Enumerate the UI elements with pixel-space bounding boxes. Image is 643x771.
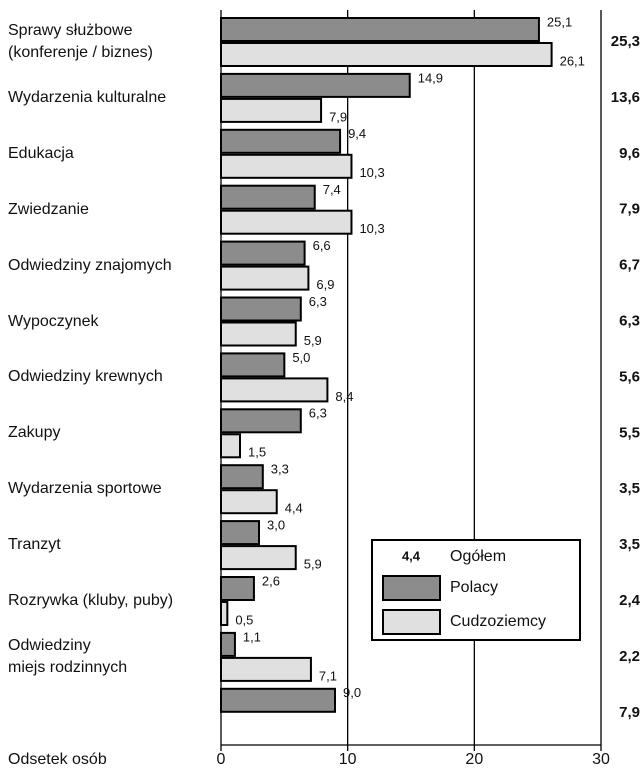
x-tick-label: 0 (217, 751, 226, 768)
bar (220, 489, 278, 515)
bar (220, 520, 260, 546)
value-label: 3,0 (267, 518, 285, 533)
value-label: 7,1 (319, 668, 337, 683)
bar (220, 464, 264, 490)
value-label: 1,5 (248, 445, 266, 460)
bar (220, 153, 353, 179)
bar (220, 240, 306, 266)
x-axis-label: Odsetek osób (8, 751, 107, 768)
total-label: 25,3 (611, 33, 640, 50)
total-label: 2,2 (619, 648, 640, 665)
value-label: 6,3 (309, 406, 327, 421)
value-label: 0,5 (235, 612, 253, 627)
bar (220, 128, 342, 154)
bar (220, 433, 241, 459)
category-label: Zakupy (8, 424, 61, 442)
value-label: 6,6 (313, 238, 331, 253)
bar (220, 545, 297, 571)
bar (220, 72, 411, 98)
bar (220, 377, 329, 403)
value-label: 1,1 (243, 629, 261, 644)
bar (220, 296, 302, 322)
value-label: 26,1 (560, 53, 585, 68)
total-label: 9,6 (619, 145, 640, 162)
legend-swatch (382, 609, 441, 635)
value-label: 10,3 (359, 165, 384, 180)
legend-swatch (382, 575, 441, 601)
value-label: 4,4 (285, 501, 303, 516)
bar (220, 631, 236, 657)
bar (220, 17, 540, 42)
value-label: 2,6 (262, 573, 280, 588)
value-label: 8,4 (335, 389, 353, 404)
legend-sample: 4,4 (402, 548, 421, 563)
bar (220, 601, 229, 626)
value-label: 6,3 (309, 294, 327, 309)
bar (220, 656, 312, 682)
value-label: 7,9 (329, 109, 347, 124)
total-label: 13,6 (611, 89, 640, 106)
total-label: 5,5 (619, 424, 640, 441)
value-label: 5,9 (304, 557, 322, 572)
value-label: 6,9 (316, 277, 334, 292)
total-label: 2,4 (619, 592, 641, 609)
bar (220, 209, 353, 235)
value-label: 9,4 (348, 126, 366, 141)
total-label: 7,9 (619, 201, 640, 218)
total-label: 5,6 (619, 368, 640, 385)
category-label: Wydarzenia sportowe (8, 480, 162, 498)
category-label: Sprawy służbowe (konferenje / biznes) (8, 22, 153, 61)
value-label: 3,3 (271, 462, 289, 477)
value-label: 7,4 (323, 182, 341, 197)
bar (220, 265, 310, 291)
bar (220, 408, 302, 434)
bar (220, 576, 255, 601)
bar (220, 184, 316, 210)
category-label: Wydarzenia kulturalne (8, 88, 167, 106)
total-label: 6,3 (619, 312, 640, 329)
category-label: Edukacja (8, 144, 74, 162)
total-label: 6,7 (619, 257, 640, 274)
legend-label: Ogółem (450, 548, 506, 565)
x-tick-label: 10 (339, 751, 357, 768)
total-label: 7,9 (619, 704, 640, 721)
category-label: Odwiedziny krewnych (8, 368, 163, 386)
category-label: Odwiedziny znajomych (8, 256, 172, 274)
category-label: Wypoczynek (8, 312, 99, 330)
category-label: Tranzyt (8, 536, 61, 554)
legend-label: Cudzoziemcy (450, 613, 546, 630)
bar (220, 321, 297, 347)
total-label: 3,5 (619, 480, 640, 497)
category-label: Odwiedziny miejs rodzinnych (8, 636, 128, 676)
bar (220, 687, 336, 713)
category-label: Zwiedzanie (8, 200, 89, 218)
value-label: 10,3 (359, 221, 384, 236)
legend-label: Polacy (450, 579, 498, 596)
total-label: 3,5 (619, 536, 640, 553)
value-label: 5,0 (292, 350, 310, 365)
value-label: 9,0 (343, 685, 361, 700)
x-tick-label: 20 (465, 751, 483, 768)
x-tick-label: 30 (592, 751, 610, 768)
value-label: 25,1 (547, 14, 572, 29)
bar (220, 352, 286, 378)
value-label: 5,9 (304, 333, 322, 348)
category-label: Rozrywka (kluby, puby) (8, 592, 174, 609)
bar (220, 42, 553, 67)
bar (220, 97, 323, 123)
value-label: 14,9 (418, 70, 443, 85)
